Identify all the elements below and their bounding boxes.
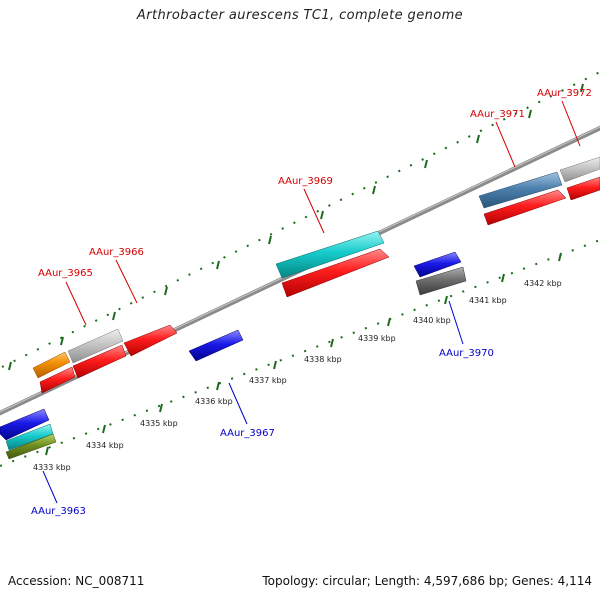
- tick-label-4338: 4338 kbp: [304, 355, 342, 364]
- olive-feature[interactable]: [5, 433, 57, 460]
- blue-cds-aaur-3970[interactable]: [413, 251, 462, 278]
- red-cds-aaur-3966[interactable]: [72, 344, 127, 379]
- red-cds-aaur-3972[interactable]: [566, 176, 600, 201]
- tick-label-4334: 4334 kbp: [86, 441, 124, 450]
- forward-major-ticks: [8, 83, 584, 371]
- leader-aaur-3966: [115, 259, 138, 304]
- orange-feature[interactable]: [32, 351, 71, 379]
- red-cds-aaur-3969[interactable]: [281, 248, 390, 298]
- tick-label-4337: 4337 kbp: [249, 376, 287, 385]
- red-cds-left-3[interactable]: [123, 324, 178, 357]
- tick-label-4341: 4341 kbp: [469, 296, 507, 305]
- leader-aaur-3965: [65, 281, 87, 326]
- leader-aaur-3971: [495, 121, 516, 168]
- gene-label-aaur-3972[interactable]: AAur_3972: [537, 88, 592, 99]
- leader-aaur-3972: [561, 100, 581, 147]
- tick-label-4335: 4335 kbp: [140, 419, 178, 428]
- leader-aaur-3963: [42, 470, 58, 504]
- red-cds-aaur-3965[interactable]: [39, 366, 76, 394]
- red-cds-aaur-3971[interactable]: [483, 189, 567, 226]
- leader-aaur-3970: [448, 300, 464, 345]
- blue-cds-aaur-3963[interactable]: [0, 408, 50, 441]
- reverse-major-ticks: [45, 252, 562, 456]
- cyan-feature[interactable]: [275, 230, 385, 279]
- map-title: Arthrobacter aurescens TC1, complete gen…: [136, 8, 464, 23]
- gene-label-aaur-3963[interactable]: AAur_3963: [31, 506, 86, 517]
- leader-aaur-3967: [228, 382, 248, 425]
- blue-cds-aaur-3967[interactable]: [188, 329, 244, 362]
- tick-label-4342: 4342 kbp: [524, 279, 562, 288]
- gene-label-aaur-3967[interactable]: AAur_3967: [220, 428, 275, 439]
- gene-label-aaur-3969[interactable]: AAur_3969: [278, 176, 333, 187]
- leader-aaur-3969: [303, 188, 325, 234]
- tick-label-4340: 4340 kbp: [413, 316, 451, 325]
- tick-label-4336: 4336 kbp: [195, 397, 233, 406]
- dark-gray-feature[interactable]: [415, 266, 467, 296]
- gene-label-aaur-3965[interactable]: AAur_3965: [38, 268, 93, 279]
- steel-blue-feature[interactable]: [478, 171, 563, 209]
- gene-label-aaur-3970[interactable]: AAur_3970: [439, 348, 494, 359]
- gene-label-aaur-3966[interactable]: AAur_3966: [89, 247, 144, 258]
- accession-label: Accession: NC_008711: [8, 574, 145, 588]
- tick-label-4339: 4339 kbp: [358, 334, 396, 343]
- reverse-tick-track: [0, 239, 600, 467]
- light-gray-feature[interactable]: [67, 328, 124, 364]
- genome-summary: Topology: circular; Length: 4,597,686 bp…: [262, 574, 592, 588]
- gene-label-aaur-3971[interactable]: AAur_3971: [470, 109, 525, 120]
- tick-label-4333: 4333 kbp: [33, 463, 71, 472]
- light-gray-feature-right[interactable]: [559, 156, 600, 183]
